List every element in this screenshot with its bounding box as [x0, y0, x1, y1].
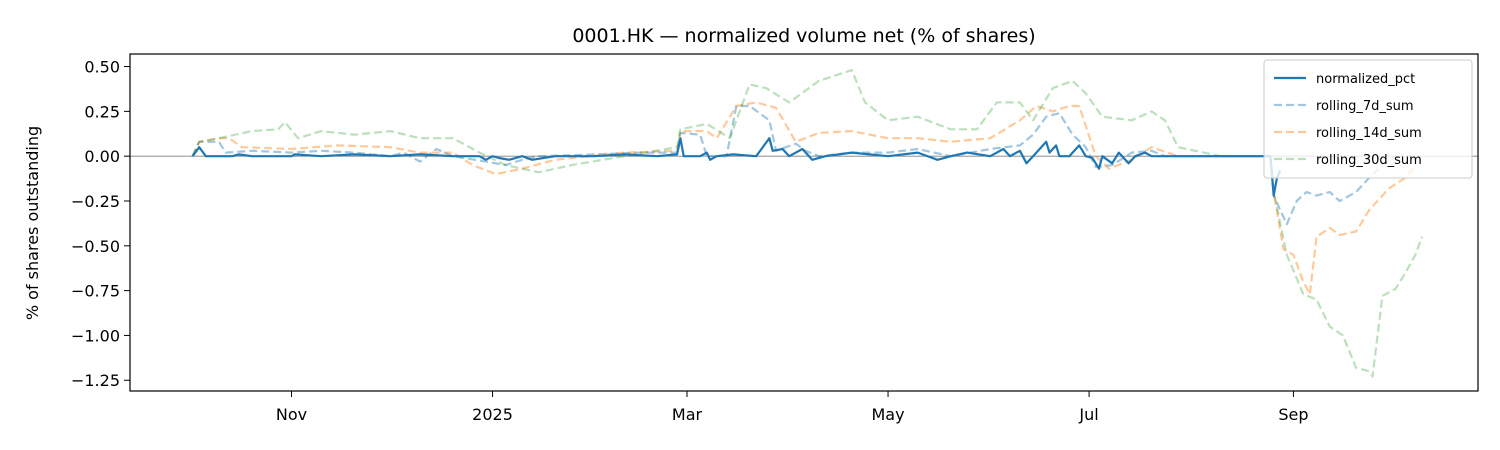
legend-label: rolling_30d_sum: [1316, 153, 1422, 168]
x-tick-label: Sep: [1278, 405, 1308, 424]
series-line-normalized-pct: [191, 137, 1282, 197]
x-tick-label: Jul: [1078, 405, 1098, 424]
y-tick-label: −1.25: [71, 371, 120, 390]
y-axis-label: % of shares outstanding: [23, 126, 42, 320]
y-tick-label: −0.75: [71, 282, 120, 301]
legend-box: [1263, 59, 1473, 179]
y-tick-label: 0.50: [84, 58, 120, 77]
plot-area: [130, 69, 1478, 378]
series-line-rolling-30d-sum: [191, 69, 1424, 378]
x-tick-label: Mar: [672, 405, 703, 424]
legend-label: rolling_7d_sum: [1316, 99, 1414, 114]
axes-frame: [129, 53, 1479, 392]
y-tick-label: 0.25: [84, 102, 120, 121]
y-tick-label: −1.00: [71, 326, 120, 345]
x-tick-label: May: [872, 405, 905, 424]
y-tick-label: 0.00: [84, 147, 120, 166]
legend: normalized_pct rolling_7d_sum rolling_14d_…: [1263, 59, 1473, 179]
legend-label: rolling_14d_sum: [1316, 126, 1422, 141]
series-line-rolling-7d-sum: [191, 104, 1397, 226]
x-tick-label: 2025: [472, 405, 513, 424]
y-tick-label: −0.50: [71, 237, 120, 256]
chart-title: 0001.HK — normalized volume net (% of sh…: [572, 25, 1035, 47]
x-tick-label: Nov: [276, 405, 307, 424]
axes: 0.50 0.25 0.00 −0.25 −0.50 −0.75 −1.00 −1.25 Nov…: [71, 53, 1479, 424]
legend-label: normalized_pct: [1316, 72, 1415, 87]
y-tick-label: −0.25: [71, 192, 120, 211]
series-line-rolling-14d-sum: [191, 101, 1417, 296]
